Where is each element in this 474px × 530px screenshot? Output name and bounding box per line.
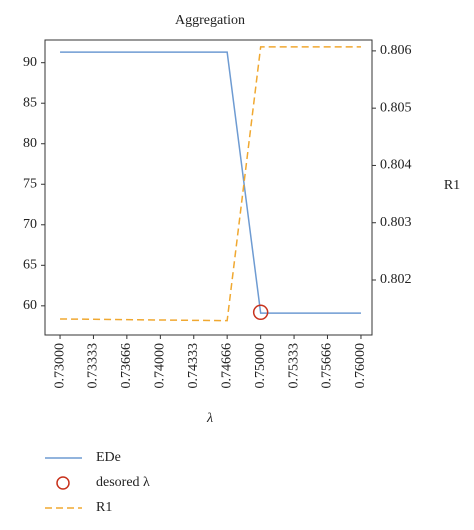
y-tick-label: 65 bbox=[23, 258, 37, 273]
series-line bbox=[60, 51, 361, 314]
x-tick-label: 0.74000 bbox=[153, 343, 168, 389]
y2-tick-label: 0.806 bbox=[380, 43, 412, 58]
y2-tick-label: 0.804 bbox=[380, 158, 412, 173]
y2-tick-label: 0.805 bbox=[380, 100, 412, 115]
y-tick-label: 75 bbox=[23, 176, 37, 191]
series-line bbox=[60, 46, 361, 322]
x-axis-label: λ bbox=[206, 411, 213, 426]
y2-tick-label: 0.802 bbox=[380, 272, 412, 287]
y-tick-label: 90 bbox=[23, 55, 37, 70]
y-tick-label: 60 bbox=[23, 298, 37, 313]
plot-frame bbox=[44, 39, 373, 336]
chart-title: Aggregation bbox=[175, 13, 245, 28]
x-tick-label: 0.73333 bbox=[86, 343, 101, 389]
x-tick-label: 0.73666 bbox=[119, 343, 134, 389]
x-tick-label: 0.75000 bbox=[253, 343, 268, 389]
x-tick-label: 0.73000 bbox=[52, 343, 67, 389]
x-tick-label: 0.75333 bbox=[286, 343, 301, 389]
y2-axis-label: R1 bbox=[444, 178, 460, 193]
x-tick-label: 0.75666 bbox=[320, 343, 335, 389]
x-tick-label: 0.74666 bbox=[219, 343, 234, 389]
y-tick-label: 70 bbox=[23, 217, 37, 232]
y2-tick-label: 0.803 bbox=[380, 215, 412, 230]
y-tick-label: 80 bbox=[23, 136, 37, 151]
x-tick-label: 0.76000 bbox=[353, 343, 368, 389]
legend-label: EDe bbox=[96, 450, 121, 465]
y-tick-label: 85 bbox=[23, 95, 37, 110]
legend-label: desored λ bbox=[96, 475, 150, 490]
marker bbox=[252, 304, 269, 321]
legend-marker bbox=[56, 476, 70, 490]
x-tick-label: 0.74333 bbox=[186, 343, 201, 389]
legend-label: R1 bbox=[96, 500, 112, 515]
